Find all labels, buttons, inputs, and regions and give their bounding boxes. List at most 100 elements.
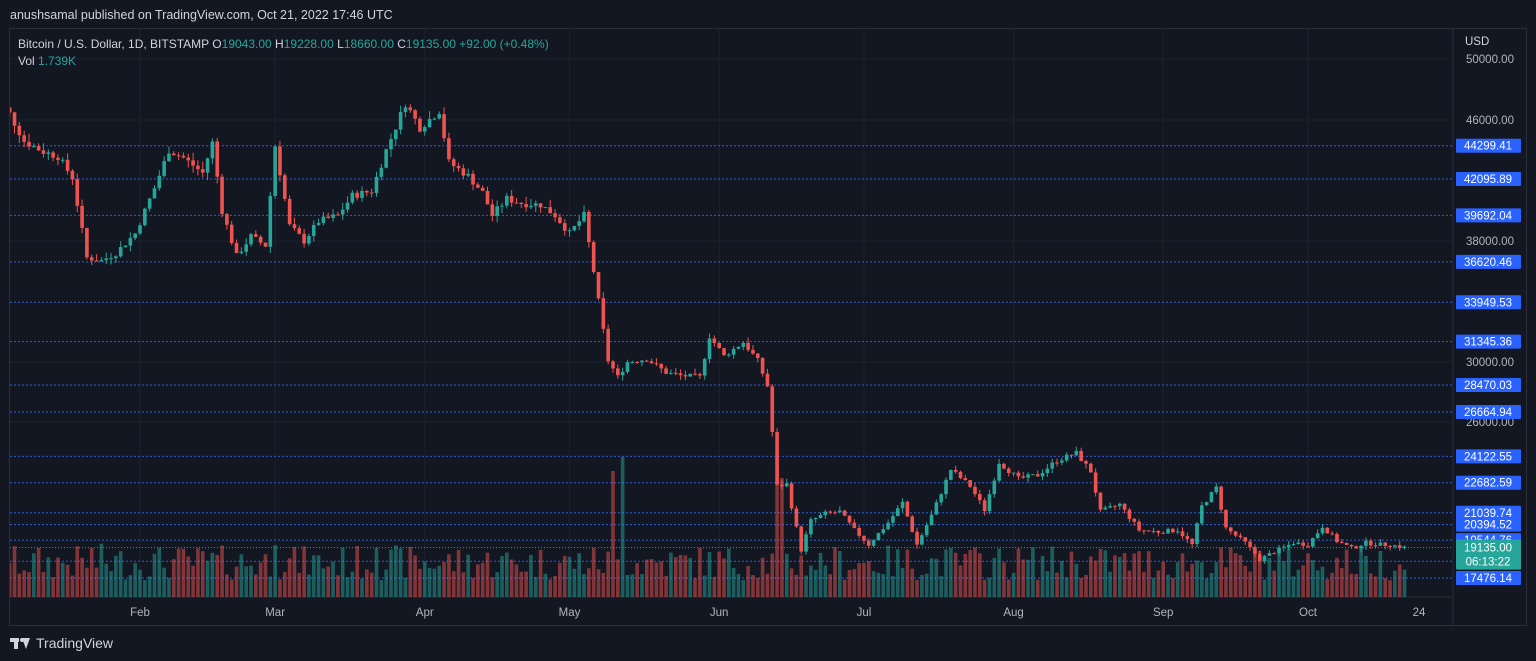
volume-bar bbox=[953, 552, 958, 597]
candle-body bbox=[591, 242, 596, 272]
candle-body bbox=[157, 175, 162, 189]
candle-body bbox=[1190, 538, 1194, 544]
currency-label[interactable]: USD bbox=[1465, 36, 1490, 48]
candle-body bbox=[862, 535, 866, 541]
volume-bar bbox=[616, 559, 620, 597]
candle-body bbox=[524, 204, 528, 208]
candle-body bbox=[268, 195, 273, 247]
symbol-title[interactable]: Bitcoin / U.S. Dollar, 1D, BITSTAMP bbox=[18, 37, 209, 51]
volume-bar bbox=[1151, 577, 1156, 597]
candle-body bbox=[519, 202, 524, 205]
tradingview-logo-icon bbox=[10, 636, 30, 650]
volume-bar bbox=[138, 569, 142, 597]
volume-bar bbox=[263, 554, 268, 597]
candle-body bbox=[273, 146, 277, 196]
volume-bar bbox=[770, 553, 775, 597]
level-price-tag bbox=[1456, 505, 1521, 520]
candle-body bbox=[533, 203, 538, 206]
price-chart[interactable]: Feb Mar Apr May Jun Jul Aug Sep Oct 24 50000.00 460… bbox=[10, 29, 1528, 627]
volume-bar bbox=[635, 563, 639, 597]
candle-body bbox=[249, 234, 253, 245]
footer-brand[interactable]: TradingView bbox=[10, 635, 113, 651]
candle-body bbox=[929, 514, 934, 526]
candle-body bbox=[755, 353, 760, 358]
volume-bar bbox=[1195, 560, 1199, 597]
volume-bar bbox=[1272, 570, 1277, 597]
volume-bar bbox=[1156, 570, 1161, 597]
volume-bar bbox=[403, 577, 408, 597]
volume-bar bbox=[476, 564, 480, 597]
candle-body bbox=[85, 227, 89, 258]
volume-bar bbox=[123, 579, 128, 597]
volume-bar bbox=[567, 556, 572, 597]
volume-bar bbox=[1069, 551, 1074, 597]
y-tick-label: 50000.00 bbox=[1466, 54, 1514, 66]
candle-body bbox=[553, 213, 557, 218]
candle-body bbox=[99, 260, 104, 262]
candle-body bbox=[582, 211, 586, 222]
candle-body bbox=[114, 256, 118, 259]
volume-bar bbox=[1267, 557, 1272, 597]
candle-body bbox=[736, 346, 741, 349]
candle-body bbox=[490, 204, 495, 216]
close-value: 19135.00 bbox=[405, 37, 456, 51]
candle-body bbox=[422, 127, 427, 132]
volume-bar bbox=[678, 554, 683, 597]
volume-bar bbox=[1185, 571, 1190, 597]
candle-body bbox=[649, 361, 654, 364]
volume-bar bbox=[1093, 560, 1098, 597]
candle-body bbox=[1021, 476, 1026, 478]
volume-bar bbox=[292, 547, 297, 597]
candle-body bbox=[915, 531, 919, 545]
volume-bar bbox=[1315, 570, 1320, 597]
volume-bar bbox=[408, 546, 413, 597]
volume-bar bbox=[577, 553, 582, 597]
candle-body bbox=[278, 146, 282, 176]
candle-body bbox=[1354, 546, 1359, 549]
volume-bar bbox=[1306, 553, 1310, 597]
candle-body bbox=[480, 187, 485, 191]
volume-bar bbox=[847, 569, 852, 597]
candle-body bbox=[702, 358, 707, 376]
candle-body bbox=[89, 257, 94, 261]
change-value: +92.00 (+0.48%) bbox=[459, 37, 549, 51]
candle-body bbox=[229, 224, 234, 244]
candle-body bbox=[587, 211, 591, 243]
volume-bar bbox=[659, 561, 664, 597]
candle-body bbox=[1383, 542, 1388, 546]
volume-bar bbox=[524, 571, 528, 597]
candle-body bbox=[1339, 542, 1344, 544]
candle-body bbox=[1306, 545, 1310, 547]
volume-bar bbox=[1253, 548, 1257, 597]
volume-bar bbox=[1282, 561, 1286, 597]
candle-body bbox=[958, 471, 963, 479]
volume-bar bbox=[963, 553, 968, 597]
candle-body bbox=[167, 153, 171, 162]
volume-bar bbox=[302, 546, 306, 597]
candle-body bbox=[287, 198, 292, 225]
candle-body bbox=[244, 244, 248, 252]
candle-body bbox=[707, 338, 712, 359]
chart-frame[interactable]: Feb Mar Apr May Jun Jul Aug Sep Oct 24 50000.00 460… bbox=[9, 28, 1528, 627]
volume-bar bbox=[746, 566, 750, 597]
last-price-label: 19135.00 bbox=[1464, 543, 1512, 555]
candle-body bbox=[978, 494, 982, 501]
candle-body bbox=[461, 168, 466, 176]
volume-bar bbox=[210, 552, 215, 597]
candle-body bbox=[65, 159, 70, 171]
volume-bar bbox=[553, 576, 557, 597]
candle-body bbox=[630, 362, 635, 364]
volume-bar bbox=[1296, 569, 1301, 597]
candle-body bbox=[1315, 533, 1320, 539]
volume-bar bbox=[22, 570, 26, 597]
candle-body bbox=[944, 479, 948, 495]
candle-body bbox=[1031, 474, 1035, 476]
candle-body bbox=[451, 159, 456, 167]
volume-bar bbox=[1320, 566, 1325, 597]
volume-bar bbox=[1079, 577, 1083, 597]
volume-bar bbox=[804, 575, 808, 597]
volume-bar bbox=[838, 551, 842, 597]
volume-bar bbox=[741, 580, 746, 597]
candle-body bbox=[712, 338, 717, 344]
candle-body bbox=[1137, 521, 1141, 531]
